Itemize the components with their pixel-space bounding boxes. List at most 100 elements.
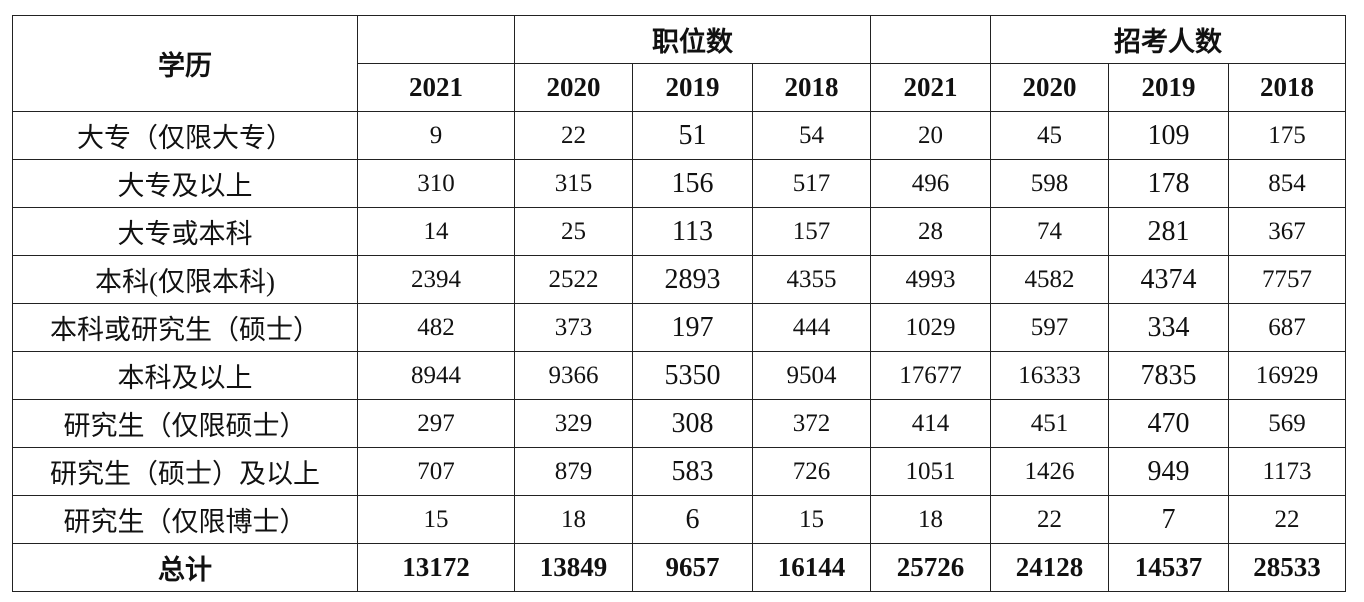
- cell: 16929: [1228, 351, 1347, 400]
- cell: 5350: [632, 351, 753, 400]
- cell: 569: [1228, 399, 1347, 448]
- cell: 372: [751, 399, 872, 448]
- cell: 470: [1108, 399, 1230, 448]
- cell: 598: [990, 159, 1110, 208]
- year-header: 2018: [1228, 63, 1347, 112]
- year-header: 2020: [514, 63, 633, 112]
- table-row: 大专或本科 14 25 113 157 28 74 281 367: [12, 207, 1347, 256]
- table-row: 总计 13172 13849 9657 16144 25726 24128 14537 2853…: [12, 543, 1347, 592]
- row-label: 大专（仅限大专）: [12, 111, 358, 160]
- cell: 22: [990, 495, 1110, 544]
- cell: 4355: [751, 255, 872, 304]
- cell: 949: [1108, 447, 1230, 496]
- cell: 451: [990, 399, 1110, 448]
- table-row: 大专（仅限大专） 9 22 51 54 20 45 109 175: [12, 111, 1347, 160]
- cell: 74: [990, 207, 1110, 256]
- blank-header: [357, 15, 515, 64]
- cell: 9: [357, 111, 515, 160]
- cell: 51: [632, 111, 753, 160]
- cell: 20: [870, 111, 992, 160]
- group-header: 职位数: [513, 15, 872, 64]
- cell: 367: [1228, 207, 1347, 256]
- cell: 9657: [632, 543, 753, 592]
- row-label: 本科及以上: [12, 351, 358, 400]
- data-table: 学历 职位数 招考人数 2021 2020 2019 2018 2021 2020 2019…: [12, 15, 1347, 592]
- row-label: 研究生（仅限博士）: [12, 495, 358, 544]
- cell: 22: [514, 111, 633, 160]
- cell: 482: [357, 303, 515, 352]
- cell: 25: [514, 207, 633, 256]
- cell: 15: [751, 495, 872, 544]
- row-label: 大专或本科: [12, 207, 358, 256]
- cell: 13849: [514, 543, 633, 592]
- row-label: 研究生（硕士）及以上: [12, 447, 358, 496]
- cell: 14: [357, 207, 515, 256]
- year-header: 2021: [357, 63, 515, 112]
- cell: 22: [1228, 495, 1347, 544]
- cell: 1029: [870, 303, 992, 352]
- cell: 2394: [357, 255, 515, 304]
- cell: 4993: [870, 255, 992, 304]
- cell: 9366: [514, 351, 633, 400]
- cell: 414: [870, 399, 992, 448]
- cell: 329: [514, 399, 633, 448]
- table-row: 研究生（硕士）及以上 707 879 583 726 1051 1426 949 1173: [12, 447, 1347, 496]
- table-header: 学历 职位数 招考人数 2021 2020 2019 2018 2021 2020 2019…: [12, 15, 1347, 112]
- cell: 707: [357, 447, 515, 496]
- cell: 879: [514, 447, 633, 496]
- table-row: 本科及以上 8944 9366 5350 9504 17677 16333 7835 16929: [12, 351, 1347, 400]
- cell: 17677: [870, 351, 992, 400]
- cell: 197: [632, 303, 753, 352]
- cell: 687: [1228, 303, 1347, 352]
- row-label: 大专及以上: [12, 159, 358, 208]
- cell: 13172: [357, 543, 515, 592]
- cell: 9504: [751, 351, 872, 400]
- cell: 25726: [870, 543, 992, 592]
- cell: 15: [357, 495, 515, 544]
- cell: 157: [751, 207, 872, 256]
- cell: 2522: [514, 255, 633, 304]
- cell: 297: [357, 399, 515, 448]
- table-row: 研究生（仅限博士） 15 18 6 15 18 22 7 22: [12, 495, 1347, 544]
- cell: 1173: [1228, 447, 1347, 496]
- cell: 597: [990, 303, 1110, 352]
- cell: 18: [514, 495, 633, 544]
- cell: 156: [632, 159, 753, 208]
- cell: 109: [1108, 111, 1230, 160]
- row-label: 本科(仅限本科): [12, 255, 358, 304]
- cell: 7: [1108, 495, 1230, 544]
- row-label: 本科或研究生（硕士）: [12, 303, 358, 352]
- cell: 24128: [990, 543, 1110, 592]
- row-label-header: 学历: [12, 15, 358, 112]
- year-header: 2021: [870, 63, 992, 112]
- cell: 4374: [1108, 255, 1230, 304]
- cell: 308: [632, 399, 753, 448]
- cell: 2893: [632, 255, 753, 304]
- cell: 726: [751, 447, 872, 496]
- group-header: 招考人数: [990, 15, 1347, 64]
- cell: 444: [751, 303, 872, 352]
- table-body: 大专（仅限大专） 9 22 51 54 20 45 109 175 大专及以上 310 315 156 5…: [12, 111, 1347, 592]
- blank-header: [870, 15, 992, 64]
- cell: 7757: [1228, 255, 1347, 304]
- cell: 334: [1108, 303, 1230, 352]
- cell: 175: [1228, 111, 1347, 160]
- cell: 1426: [990, 447, 1110, 496]
- cell: 54: [751, 111, 872, 160]
- cell: 113: [632, 207, 753, 256]
- cell: 16144: [751, 543, 872, 592]
- cell: 45: [990, 111, 1110, 160]
- cell: 4582: [990, 255, 1110, 304]
- year-header: 2020: [990, 63, 1110, 112]
- cell: 583: [632, 447, 753, 496]
- cell: 315: [514, 159, 633, 208]
- row-label: 总计: [12, 543, 358, 592]
- header-row: 学历 职位数 招考人数: [12, 15, 1347, 112]
- cell: 28533: [1228, 543, 1347, 592]
- row-label: 研究生（仅限硕士）: [12, 399, 358, 448]
- cell: 281: [1108, 207, 1230, 256]
- cell: 14537: [1108, 543, 1230, 592]
- year-header: 2019: [632, 63, 753, 112]
- table-row: 本科或研究生（硕士） 482 373 197 444 1029 597 334 687: [12, 303, 1347, 352]
- cell: 517: [751, 159, 872, 208]
